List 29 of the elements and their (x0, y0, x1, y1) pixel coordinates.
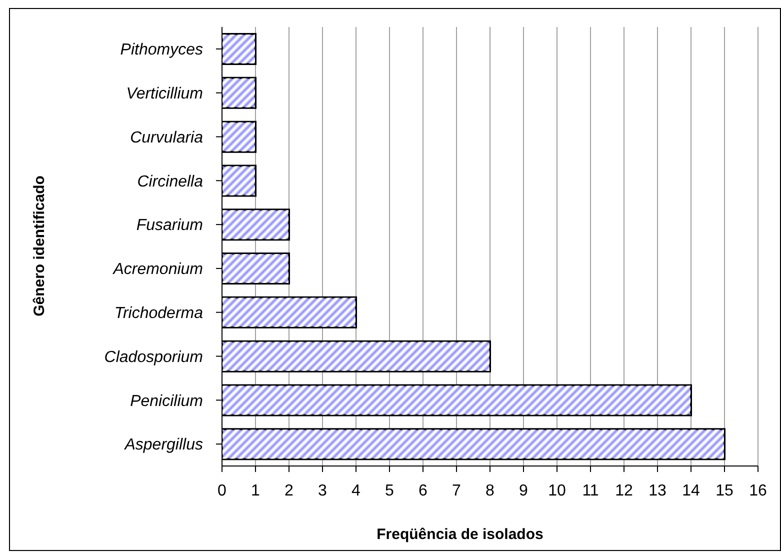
x-tick-label: 15 (716, 482, 734, 500)
y-tick-label: Circinella (137, 173, 204, 190)
x-tick-label: 0 (218, 482, 227, 500)
y-tick-label: Cladosporium (104, 348, 203, 366)
x-tick-label: 1 (251, 482, 260, 500)
x-tick-label: 3 (318, 482, 328, 500)
y-tick-label: Verticillium (126, 86, 203, 103)
x-tick-label: 5 (385, 482, 394, 500)
x-tick-label: 9 (519, 482, 528, 500)
y-tick-label: Aspergillus (124, 436, 203, 454)
y-tick-label: Pithomyces (120, 42, 203, 59)
x-tick-label: 11 (582, 482, 599, 500)
x-tick-label: 12 (615, 482, 633, 500)
y-tick-label: Penicilium (130, 392, 203, 410)
x-tick-label: 4 (352, 482, 361, 500)
x-tick-label: 16 (749, 482, 767, 500)
y-tick-label: Acremonium (112, 261, 203, 278)
y-axis-title: Gênero identificado (31, 176, 48, 316)
x-tick-label: 6 (418, 482, 428, 500)
x-tick-label: 8 (486, 482, 495, 500)
y-tick-label: Trichoderma (114, 305, 204, 322)
x-tick-label: 10 (548, 482, 566, 500)
x-tick-label: 7 (452, 482, 462, 500)
y-tick-label: Fusarium (136, 217, 203, 234)
x-tick-label: 2 (284, 482, 294, 500)
x-tick-label: 14 (682, 482, 700, 500)
y-tick-label: Curvularia (130, 129, 204, 146)
x-tick-label: 13 (648, 482, 666, 500)
x-axis-title: Freqüência de isolados (376, 526, 544, 543)
